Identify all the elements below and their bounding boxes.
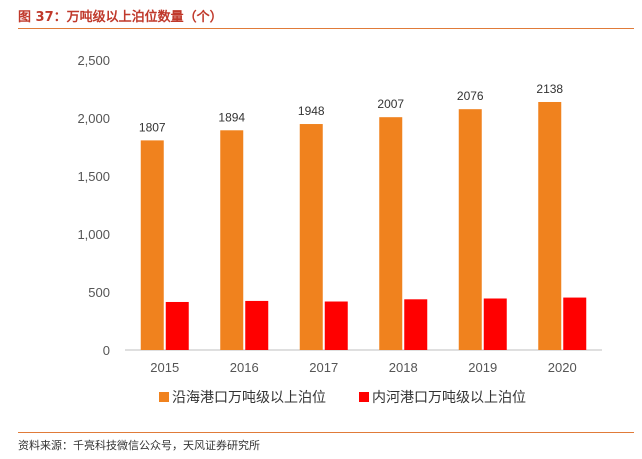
bar-data-label: 1807 (139, 120, 166, 134)
bar-inland (245, 300, 269, 350)
bar-data-label: 1894 (218, 110, 245, 124)
bar-data-label: 2138 (536, 82, 563, 96)
bar-inland (165, 301, 189, 350)
y-tick-label: 2,000 (77, 111, 110, 126)
source-note: 资料来源：千亮科技微信公众号，天风证券研究所 (18, 439, 260, 452)
x-tick-label: 2020 (548, 360, 577, 375)
y-tick-label: 1,000 (77, 227, 110, 242)
x-tick-label: 2018 (389, 360, 418, 375)
bar-inland (404, 299, 428, 350)
bar-data-label: 2076 (457, 89, 484, 103)
legend-label: 沿海港口万吨级以上泊位 (172, 390, 326, 406)
x-tick-label: 2019 (468, 360, 497, 375)
chart-data-labels: 1807 1894 1948 2007 2076 2138 (139, 82, 564, 134)
bar-inland (483, 298, 507, 350)
y-tick-label: 1,500 (77, 169, 110, 184)
chart-bars (140, 101, 587, 351)
bar-coastal (220, 130, 244, 350)
footer-divider (18, 432, 634, 433)
title-divider (18, 28, 634, 29)
bar-data-label: 1948 (298, 104, 325, 118)
legend-label: 内河港口万吨级以上泊位 (372, 390, 526, 406)
legend-swatch (359, 392, 369, 402)
x-tick-label: 2017 (309, 360, 338, 375)
x-tick-label: 2015 (150, 360, 179, 375)
page-title: 图 37：万吨级以上泊位数量（个） (18, 10, 223, 25)
legend-swatch (159, 392, 169, 402)
bar-data-label: 2007 (377, 97, 404, 111)
chart-legend: 沿海港口万吨级以上泊位 内河港口万吨级以上泊位 (159, 390, 526, 406)
bar-coastal (458, 109, 482, 351)
bar-coastal (379, 117, 403, 350)
bar-coastal (538, 101, 562, 350)
y-tick-label: 0 (103, 343, 110, 358)
chart-axes: 0 500 1,000 1,500 2,000 2,500 2015 2016 2017 2018… (77, 53, 602, 375)
bar-inland (563, 297, 587, 350)
bar-inland (324, 301, 348, 350)
y-tick-label: 500 (88, 285, 110, 300)
bar-coastal (299, 124, 323, 350)
y-tick-label: 2,500 (77, 53, 110, 68)
bar-coastal (140, 140, 164, 350)
x-tick-label: 2016 (230, 360, 259, 375)
